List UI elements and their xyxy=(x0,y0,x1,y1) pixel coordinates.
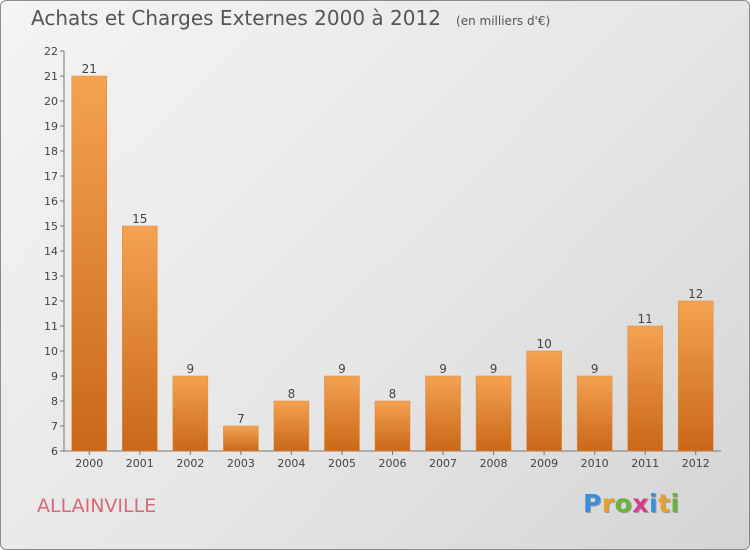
x-tick-label: 2004 xyxy=(277,457,305,470)
bar-value-label: 21 xyxy=(82,62,97,76)
x-tick-label: 2007 xyxy=(429,457,457,470)
y-tick-label: 12 xyxy=(44,295,58,308)
y-tick-label: 20 xyxy=(44,95,58,108)
x-tick-label: 2005 xyxy=(328,457,356,470)
y-tick-label: 8 xyxy=(51,395,58,408)
bar xyxy=(576,375,613,452)
bar xyxy=(475,375,512,452)
y-tick-label: 11 xyxy=(44,320,58,333)
bar-value-label: 8 xyxy=(389,387,397,401)
y-tick-label: 22 xyxy=(44,45,58,58)
bar xyxy=(172,375,209,452)
bar-value-label: 9 xyxy=(187,362,195,376)
chart-title: Achats et Charges Externes 2000 à 2012 xyxy=(31,6,441,30)
bar xyxy=(71,75,108,452)
y-tick-label: 7 xyxy=(51,420,58,433)
logo-letter: i xyxy=(649,489,659,518)
logo-letter: i xyxy=(670,489,680,518)
logo-letter: t xyxy=(658,489,671,518)
x-tick-label: 2002 xyxy=(176,457,204,470)
y-tick-label: 19 xyxy=(44,120,58,133)
bar xyxy=(526,350,562,452)
bar-value-label: 8 xyxy=(288,387,296,401)
commune-name: ALLAINVILLE xyxy=(37,495,157,517)
y-tick-label: 14 xyxy=(44,245,58,258)
bar-value-label: 9 xyxy=(490,362,498,376)
y-tick-label: 15 xyxy=(44,220,58,233)
bar xyxy=(627,325,663,452)
y-tick-label: 10 xyxy=(44,345,58,358)
x-tick-label: 2006 xyxy=(379,457,407,470)
x-tick-label: 2000 xyxy=(75,457,103,470)
logo-letter: x xyxy=(632,489,649,518)
bar-value-label: 9 xyxy=(439,362,447,376)
x-tick-label: 2008 xyxy=(480,457,508,470)
bar xyxy=(425,375,461,452)
x-tick-label: 2012 xyxy=(682,457,710,470)
logo-letter: r xyxy=(601,489,615,518)
bar-value-label: 11 xyxy=(638,312,653,326)
y-tick-label: 9 xyxy=(51,370,58,383)
bar xyxy=(122,225,158,452)
bar xyxy=(273,400,310,452)
bar xyxy=(374,400,411,452)
bar-value-label: 12 xyxy=(688,287,703,301)
bar-value-label: 10 xyxy=(536,337,551,351)
y-tick-label: 21 xyxy=(44,70,58,83)
y-tick-label: 13 xyxy=(44,270,58,283)
proxiti-logo: Proxiti xyxy=(583,489,680,518)
x-tick-label: 2001 xyxy=(126,457,154,470)
bar-value-label: 15 xyxy=(132,212,147,226)
plot-area: 6 7 8 9 10 11 12 13 14 15 16 17 18 19 20 21 22 21 2000 15 20… xyxy=(44,45,721,470)
bar xyxy=(223,425,259,452)
x-tick-label: 2010 xyxy=(581,457,609,470)
x-tick-label: 2003 xyxy=(227,457,255,470)
bar-value-label: 7 xyxy=(237,412,245,426)
bar xyxy=(324,375,360,452)
y-tick-label: 16 xyxy=(44,195,58,208)
logo-letter: o xyxy=(614,489,633,518)
logo-letter: P xyxy=(583,489,602,518)
chart-unit: (en milliers d'€) xyxy=(456,14,551,28)
y-tick-label: 17 xyxy=(44,170,58,183)
y-tick-label: 6 xyxy=(51,445,58,458)
x-tick-label: 2011 xyxy=(631,457,659,470)
bar-value-label: 9 xyxy=(338,362,346,376)
x-tick-label: 2009 xyxy=(530,457,558,470)
y-tick-label: 18 xyxy=(44,145,58,158)
bar-value-label: 9 xyxy=(591,362,599,376)
chart-title-row: Achats et Charges Externes 2000 à 2012 (… xyxy=(31,6,550,30)
bar xyxy=(677,300,714,452)
